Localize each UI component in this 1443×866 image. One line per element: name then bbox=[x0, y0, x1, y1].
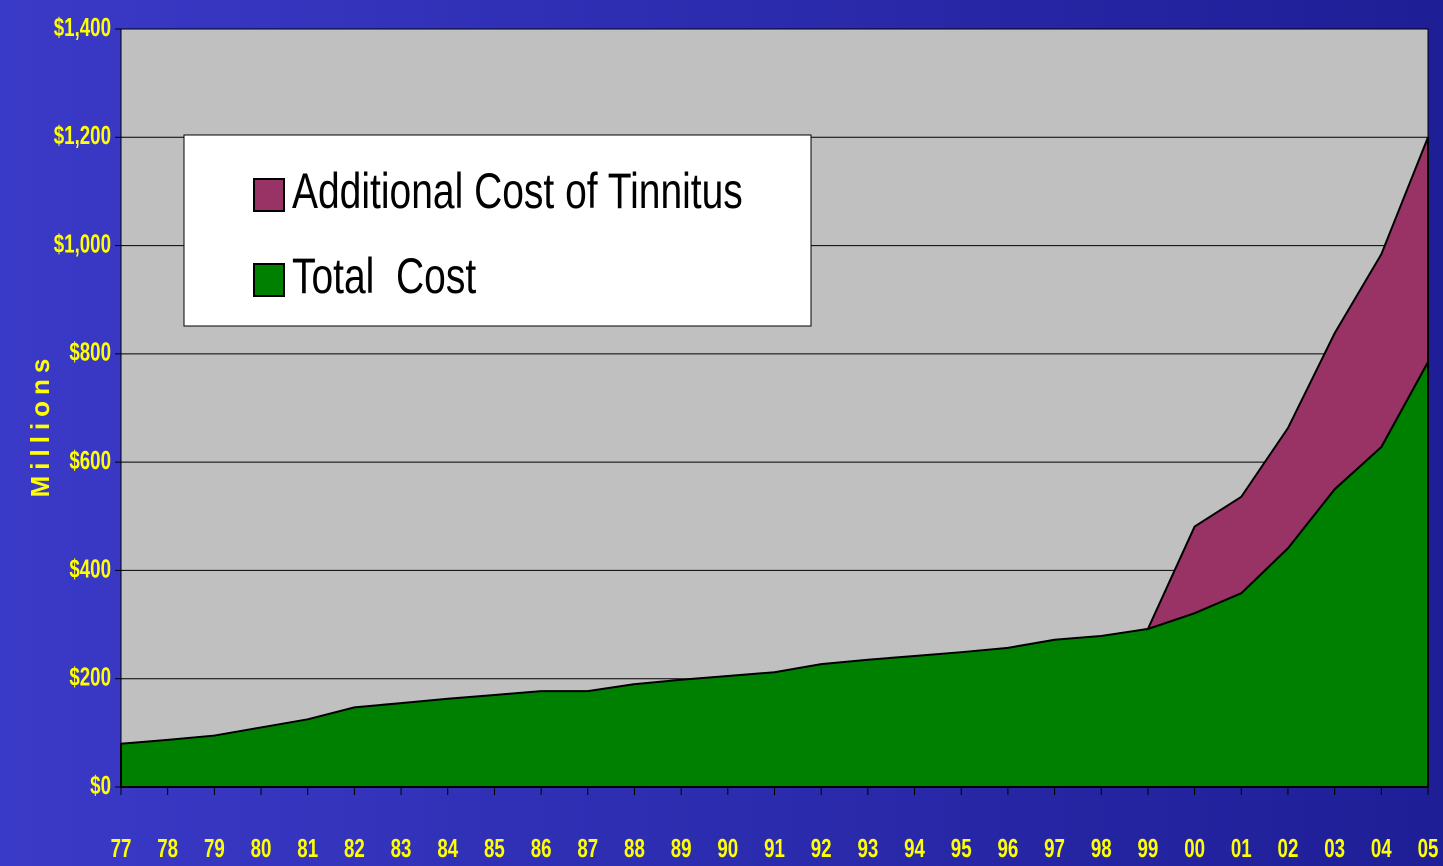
legend-label: Total Cost bbox=[292, 247, 477, 304]
x-tick-label: 01 bbox=[1231, 833, 1252, 863]
x-tick-label: 87 bbox=[577, 833, 598, 863]
x-tick-label: 91 bbox=[764, 833, 785, 863]
y-tick-label: $200 bbox=[69, 661, 111, 691]
x-tick-label: 03 bbox=[1324, 833, 1345, 863]
x-tick-label: 05 bbox=[1418, 833, 1439, 863]
y-tick-label: $400 bbox=[69, 553, 111, 583]
x-tick-label: 93 bbox=[857, 833, 878, 863]
legend-label: Additional Cost of Tinnitus bbox=[292, 162, 743, 219]
y-axis-label: Millions bbox=[25, 353, 55, 498]
x-tick-label: 02 bbox=[1278, 833, 1299, 863]
x-tick-label: 97 bbox=[1044, 833, 1065, 863]
y-tick-label: $800 bbox=[69, 337, 111, 367]
legend-box bbox=[183, 134, 812, 327]
x-tick-label: 78 bbox=[157, 833, 178, 863]
x-tick-label: 96 bbox=[997, 833, 1018, 863]
x-tick-label: 00 bbox=[1184, 833, 1205, 863]
x-tick-label: 92 bbox=[811, 833, 832, 863]
x-tick-label: 95 bbox=[951, 833, 972, 863]
y-tick-label: $1,000 bbox=[54, 228, 111, 258]
legend-swatch bbox=[253, 263, 285, 297]
x-tick-label: 04 bbox=[1371, 833, 1392, 863]
x-tick-label: 79 bbox=[204, 833, 225, 863]
x-tick-label: 81 bbox=[297, 833, 318, 863]
x-tick-label: 99 bbox=[1138, 833, 1159, 863]
legend-swatch bbox=[253, 178, 285, 212]
x-tick-label: 89 bbox=[671, 833, 692, 863]
x-tick-label: 88 bbox=[624, 833, 645, 863]
y-tick-label: $1,400 bbox=[54, 12, 111, 42]
y-tick-label: $600 bbox=[69, 445, 111, 475]
y-tick-label: $1,200 bbox=[54, 120, 111, 150]
x-tick-label: 82 bbox=[344, 833, 365, 863]
x-tick-label: 85 bbox=[484, 833, 505, 863]
x-tick-label: 94 bbox=[904, 833, 925, 863]
x-tick-label: 77 bbox=[111, 833, 132, 863]
x-tick-label: 84 bbox=[437, 833, 458, 863]
x-tick-label: 86 bbox=[531, 833, 552, 863]
x-tick-label: 83 bbox=[391, 833, 412, 863]
x-tick-label: 90 bbox=[717, 833, 738, 863]
x-tick-label: 80 bbox=[251, 833, 272, 863]
x-tick-label: 98 bbox=[1091, 833, 1112, 863]
y-tick-label: $0 bbox=[90, 770, 111, 800]
